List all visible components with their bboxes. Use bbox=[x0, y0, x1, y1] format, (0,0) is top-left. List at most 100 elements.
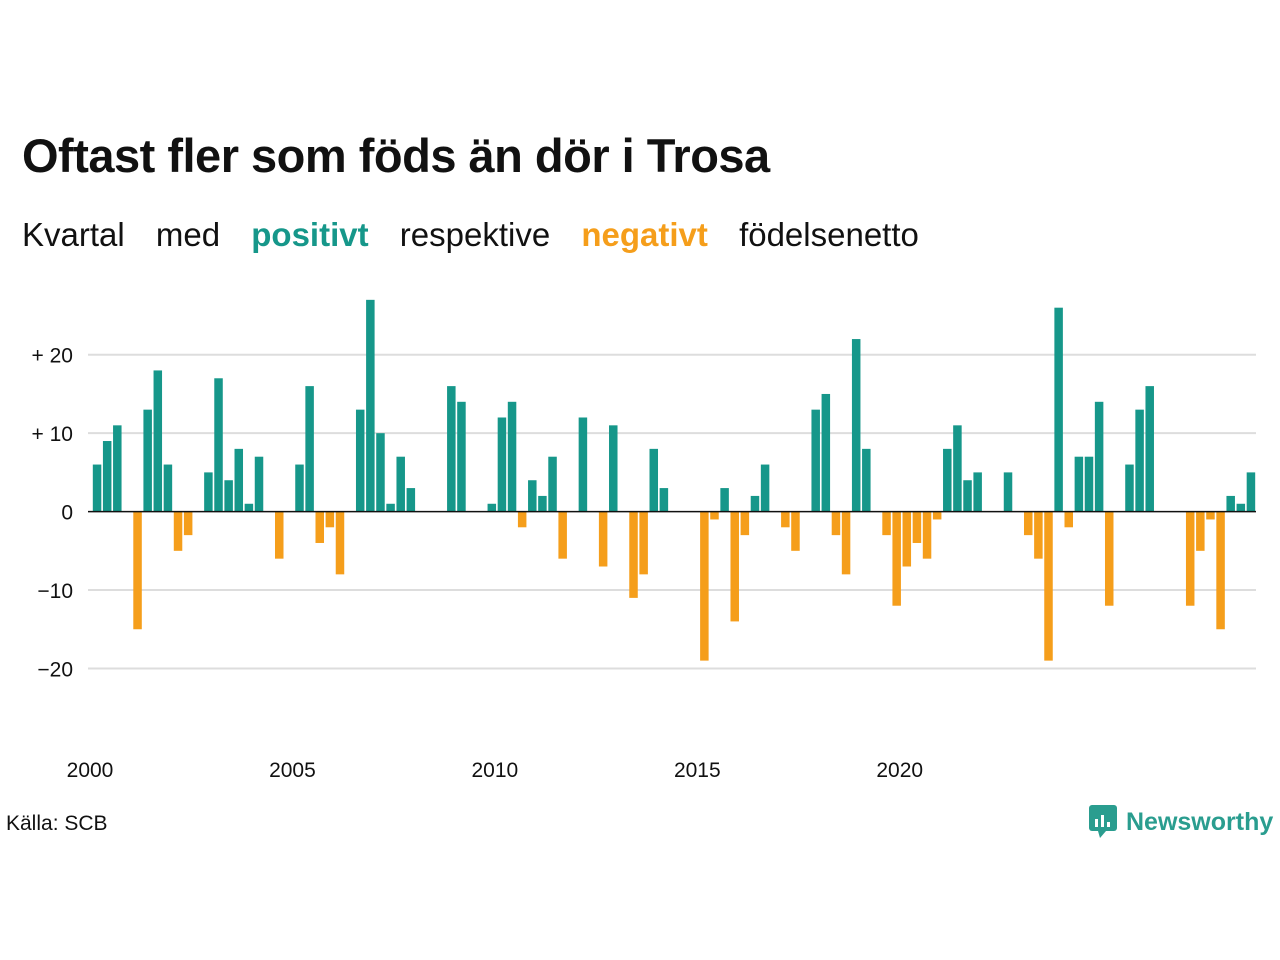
bar-2024Q3 bbox=[1084, 456, 1094, 512]
bar-2018Q4 bbox=[851, 339, 861, 512]
subtitle-word-respektive: respektive bbox=[399, 216, 551, 253]
bar-undefined bbox=[1196, 511, 1205, 551]
subtitle-positive-label: positivt bbox=[251, 216, 369, 253]
bar-2021Q4 bbox=[973, 472, 982, 512]
y-tick-label: + 20 bbox=[32, 345, 73, 368]
bar-2006Q1 bbox=[335, 511, 345, 575]
chart-subtitle: Kvartal med positivt respektive negativt… bbox=[22, 216, 941, 254]
bar-2005Q4 bbox=[325, 511, 335, 528]
bar-2017Q1 bbox=[781, 511, 790, 528]
subtitle-word-kvartal: Kvartal bbox=[22, 216, 125, 253]
bar-2003Q2 bbox=[224, 480, 233, 512]
bar-2025Q4 bbox=[1135, 409, 1144, 512]
bar-2000Q2 bbox=[102, 441, 112, 512]
bar-chart: + 20 + 10 0 −10 −20 2000 2005 2010 2015 2020 bbox=[32, 299, 1256, 782]
bar-2011Q2 bbox=[548, 456, 557, 512]
bar-2016Q3 bbox=[760, 464, 770, 512]
bar-undefined bbox=[1246, 472, 1256, 512]
bar-2012Q4 bbox=[609, 425, 618, 512]
y-tick-label: + 10 bbox=[32, 423, 73, 446]
bar-2015Q1 bbox=[700, 511, 709, 661]
bar-2024Q4 bbox=[1094, 401, 1104, 512]
bar-2023Q2 bbox=[1034, 511, 1043, 559]
bar-undefined bbox=[1216, 511, 1225, 630]
bar-2006Q4 bbox=[366, 299, 375, 512]
source-note: Källa: SCB bbox=[6, 812, 108, 835]
bar-2010Q1 bbox=[497, 417, 507, 512]
bar-2015Q4 bbox=[730, 511, 739, 622]
bar-2022Q3 bbox=[1003, 472, 1013, 512]
bar-2000Q3 bbox=[113, 425, 122, 512]
brand-logo[interactable]: Newsworthy bbox=[1088, 804, 1273, 840]
bar-2011Q3 bbox=[558, 511, 567, 559]
bar-undefined bbox=[1236, 503, 1246, 512]
bar-2023Q4 bbox=[1054, 307, 1063, 512]
newsworthy-logo-icon bbox=[1089, 805, 1117, 838]
bar-undefined bbox=[1145, 386, 1154, 512]
bar-2007Q3 bbox=[396, 456, 405, 512]
bar-2007Q4 bbox=[406, 488, 416, 512]
bar-2021Q1 bbox=[943, 448, 952, 512]
bar-2006Q3 bbox=[355, 409, 365, 512]
bar-2014Q1 bbox=[659, 488, 669, 512]
bar-2013Q4 bbox=[649, 448, 659, 512]
bar-2000Q1 bbox=[92, 464, 102, 512]
bar-2021Q2 bbox=[953, 425, 962, 512]
bar-2012Q1 bbox=[578, 417, 588, 512]
bar-2020Q2 bbox=[912, 511, 922, 543]
bar-2005Q1 bbox=[295, 464, 304, 512]
bar-2001Q2 bbox=[143, 409, 152, 512]
bar-2020Q1 bbox=[902, 511, 912, 567]
bar-2002Q1 bbox=[173, 511, 183, 551]
brand-name: Newsworthy bbox=[1126, 807, 1274, 836]
x-tick-label: 2020 bbox=[876, 759, 923, 782]
x-tick-label: 2015 bbox=[674, 759, 721, 782]
bar-2007Q1 bbox=[376, 433, 385, 512]
bar-2010Q4 bbox=[528, 480, 537, 512]
bar-2024Q1 bbox=[1064, 511, 1073, 528]
bar-2025Q1 bbox=[1104, 511, 1114, 606]
bar-2010Q3 bbox=[517, 511, 527, 528]
bar-2018Q1 bbox=[821, 393, 831, 512]
subtitle-word-med: med bbox=[155, 216, 221, 253]
bar-undefined bbox=[1206, 511, 1215, 520]
bar-2019Q1 bbox=[862, 448, 871, 512]
x-tick-label: 2000 bbox=[67, 759, 114, 782]
bar-undefined bbox=[1226, 495, 1235, 512]
bar-2018Q3 bbox=[841, 511, 851, 575]
bar-2005Q3 bbox=[315, 511, 324, 543]
bar-2023Q3 bbox=[1044, 511, 1053, 661]
bar-2004Q3 bbox=[275, 511, 284, 559]
x-axis: 2000 2005 2010 2015 2020 bbox=[67, 759, 923, 782]
bar-2009Q4 bbox=[487, 503, 497, 512]
bar-2003Q1 bbox=[214, 378, 223, 512]
bar-2001Q4 bbox=[163, 464, 173, 512]
bar-2010Q2 bbox=[507, 401, 517, 512]
bar-2019Q4 bbox=[892, 511, 901, 606]
bars bbox=[92, 299, 1256, 661]
bar-2005Q2 bbox=[305, 386, 314, 512]
subtitle-negative-label: negativt bbox=[581, 216, 708, 253]
bar-2016Q2 bbox=[750, 495, 760, 512]
y-tick-label: −10 bbox=[37, 580, 73, 603]
bar-2017Q2 bbox=[791, 511, 800, 551]
y-tick-label: 0 bbox=[61, 502, 73, 525]
bar-2015Q2 bbox=[710, 511, 719, 520]
bar-2004Q1 bbox=[254, 456, 264, 512]
bar-2025Q3 bbox=[1125, 464, 1134, 512]
bar-2003Q4 bbox=[244, 503, 254, 512]
bar-2021Q3 bbox=[963, 480, 972, 512]
bar-2013Q2 bbox=[629, 511, 638, 598]
bar-undefined bbox=[1185, 511, 1195, 606]
bar-2008Q4 bbox=[447, 386, 456, 512]
bar-2003Q3 bbox=[234, 448, 244, 512]
bar-2001Q1 bbox=[133, 511, 142, 630]
bar-2001Q3 bbox=[153, 370, 163, 512]
bar-2007Q2 bbox=[386, 503, 395, 512]
x-tick-label: 2005 bbox=[269, 759, 316, 782]
bar-2020Q3 bbox=[922, 511, 932, 559]
chart-title: Oftast fler som föds än dör i Trosa bbox=[22, 129, 770, 182]
bar-2013Q3 bbox=[639, 511, 648, 575]
bar-2011Q1 bbox=[538, 495, 547, 512]
bar-2024Q2 bbox=[1074, 456, 1084, 512]
